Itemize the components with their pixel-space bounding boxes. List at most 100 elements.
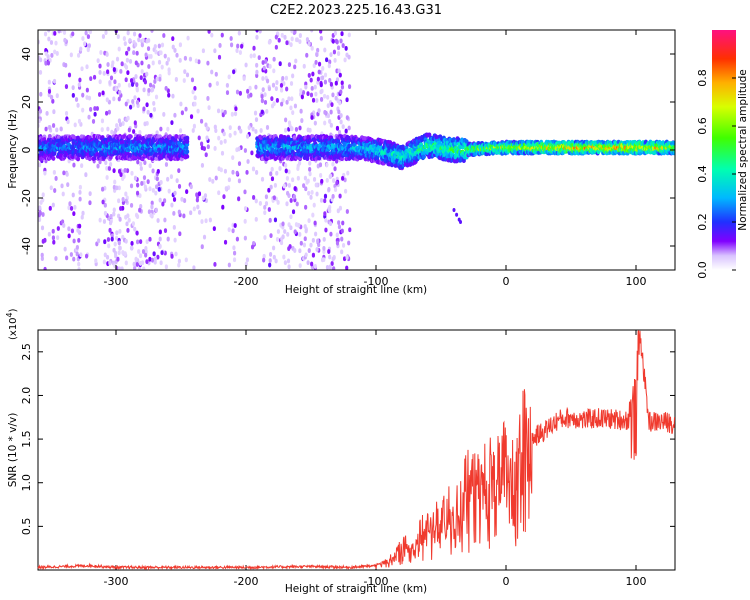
noise-speckle <box>250 150 254 156</box>
noise-speckle <box>172 211 176 216</box>
noise-speckle <box>257 55 261 61</box>
noise-speckle <box>274 86 278 92</box>
noise-speckle <box>340 228 344 234</box>
noise-speckle <box>85 95 89 100</box>
noise-speckle <box>225 82 230 88</box>
noise-speckle <box>71 92 75 98</box>
noise-speckle <box>272 245 276 251</box>
noise-speckle <box>144 252 148 258</box>
noise-speckle <box>137 249 141 254</box>
noise-speckle <box>197 59 201 65</box>
noise-speckle <box>235 89 240 95</box>
band-cell <box>305 155 310 160</box>
noise-speckle <box>106 126 110 132</box>
noise-speckle <box>188 56 193 62</box>
noise-speckle <box>207 30 211 34</box>
noise-speckle <box>175 52 179 58</box>
noise-speckle <box>133 226 137 232</box>
band-cell <box>185 149 190 154</box>
noise-speckle <box>86 47 90 53</box>
noise-speckle <box>68 201 72 207</box>
noise-speckle <box>197 209 202 215</box>
noise-speckle <box>237 178 242 184</box>
noise-speckle <box>64 84 69 89</box>
noise-speckle <box>283 34 287 40</box>
noise-speckle <box>108 260 112 266</box>
noise-speckle <box>133 95 137 101</box>
noise-speckle <box>235 170 239 176</box>
noise-speckle <box>128 58 133 64</box>
noise-speckle <box>156 169 160 174</box>
noise-speckle <box>114 87 118 92</box>
noise-speckle <box>138 33 142 39</box>
noise-speckle <box>335 232 339 238</box>
noise-speckle <box>110 63 114 69</box>
noise-speckle <box>170 120 174 126</box>
noise-speckle <box>50 53 54 58</box>
noise-speckle <box>125 168 130 174</box>
band-cell <box>185 139 190 144</box>
noise-speckle <box>141 249 146 254</box>
noise-speckle <box>157 59 162 65</box>
noise-speckle <box>72 211 76 217</box>
noise-speckle <box>51 98 55 104</box>
noise-speckle <box>340 249 344 255</box>
noise-speckle <box>92 74 97 80</box>
noise-speckle <box>243 148 247 153</box>
noise-speckle <box>71 31 75 37</box>
noise-speckle <box>298 263 302 269</box>
noise-speckle <box>124 260 128 266</box>
noise-speckle <box>79 46 83 52</box>
noise-speckle <box>254 129 258 134</box>
band-cell <box>317 156 322 161</box>
noise-speckle <box>289 105 293 111</box>
noise-speckle <box>220 32 224 38</box>
noise-speckle <box>202 146 206 152</box>
noise-speckle <box>329 81 334 87</box>
noise-speckle <box>102 259 106 265</box>
noise-speckle <box>166 57 171 62</box>
noise-speckle <box>53 31 57 36</box>
noise-speckle <box>117 250 121 256</box>
noise-speckle <box>102 219 107 224</box>
noise-speckle <box>62 170 66 176</box>
noise-speckle <box>339 119 343 125</box>
noise-speckle <box>277 37 281 43</box>
noise-speckle <box>307 73 311 78</box>
noise-speckle <box>117 46 121 52</box>
noise-speckle <box>200 141 204 147</box>
noise-speckle <box>69 52 73 58</box>
noise-speckle <box>220 150 225 156</box>
noise-speckle <box>347 32 351 38</box>
noise-speckle <box>57 30 61 34</box>
noise-speckle <box>96 163 100 169</box>
noise-speckle <box>274 34 278 40</box>
noise-speckle <box>130 240 134 246</box>
noise-speckle <box>302 242 307 248</box>
noise-speckle <box>47 231 51 237</box>
noise-speckle <box>255 170 259 175</box>
noise-speckle <box>114 235 119 241</box>
noise-speckle <box>228 133 232 138</box>
noise-speckle <box>310 115 314 120</box>
noise-speckle <box>64 111 69 116</box>
noise-speckle <box>344 128 348 134</box>
noise-speckle <box>235 48 239 54</box>
noise-speckle <box>231 228 235 234</box>
noise-speckle <box>44 51 48 57</box>
noise-speckle <box>208 82 212 88</box>
noise-speckle <box>258 201 262 206</box>
noise-speckle <box>140 69 144 74</box>
noise-speckle <box>243 206 248 211</box>
noise-speckle <box>196 204 200 210</box>
noise-speckle <box>293 103 298 109</box>
noise-speckle <box>327 249 331 254</box>
noise-speckle <box>212 226 216 232</box>
noise-speckle <box>70 228 75 234</box>
noise-speckle <box>125 221 129 227</box>
noise-speckle <box>237 30 241 36</box>
noise-speckle <box>289 125 293 131</box>
noise-speckle <box>43 266 47 270</box>
noise-speckle <box>262 257 266 263</box>
noise-speckle <box>158 76 162 82</box>
